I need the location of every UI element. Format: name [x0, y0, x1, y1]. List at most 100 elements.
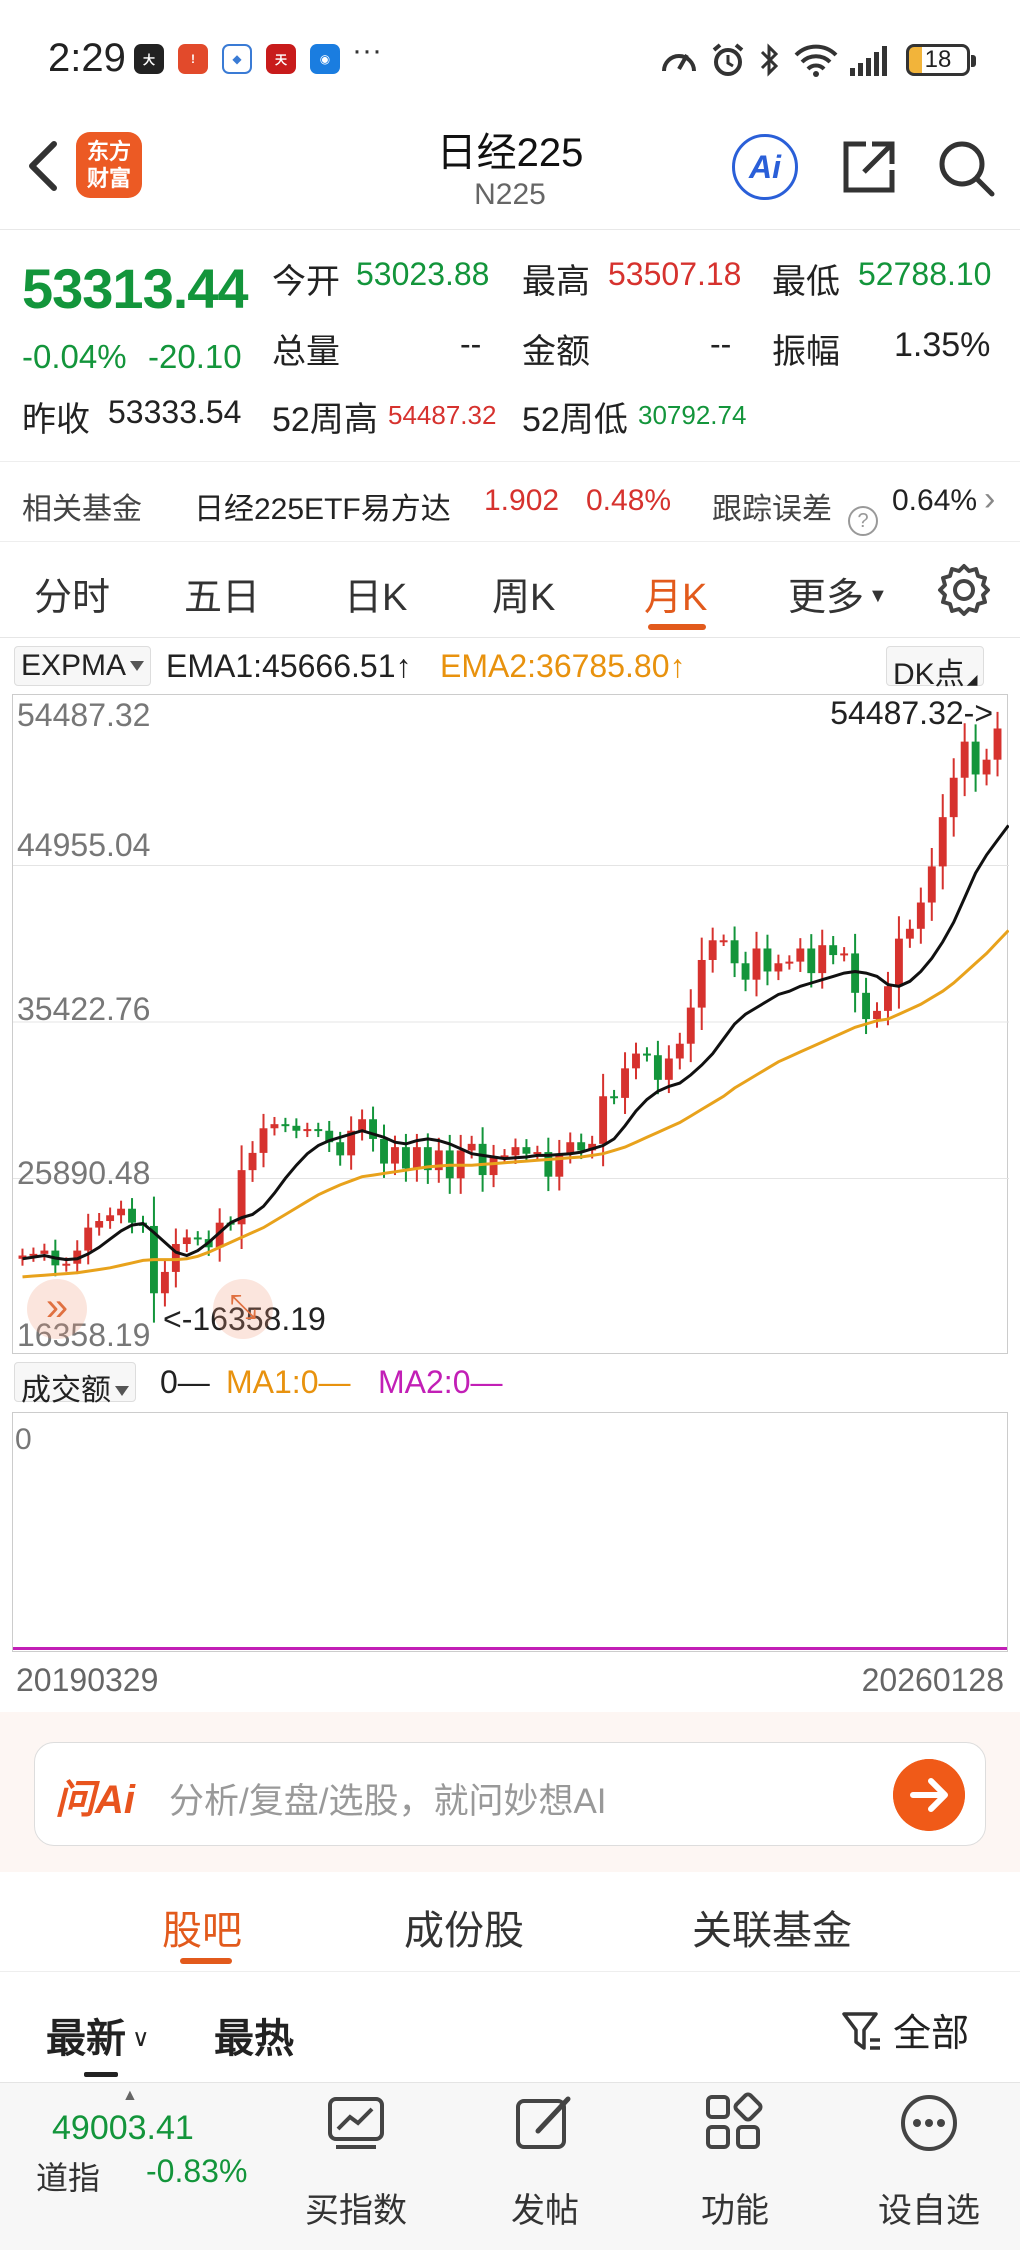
ema1-value: EMA1:45666.51↑	[166, 648, 412, 684]
candle-body	[719, 940, 728, 943]
amount-value: --	[710, 326, 732, 362]
related-fund-price: 1.902	[484, 484, 560, 517]
candle-body	[128, 1208, 136, 1223]
candle-body	[949, 777, 958, 818]
ai-assistant-band: 问Ai 分析/复盘/选股，就问妙想AI	[0, 1712, 1020, 1872]
high-value: 53507.18	[608, 256, 742, 292]
ai-placeholder: 分析/复盘/选股，就问妙想AI	[169, 1782, 607, 1821]
candle-body	[632, 1053, 640, 1069]
ai-query-input[interactable]: 问Ai 分析/复盘/选股，就问妙想AI	[34, 1742, 986, 1846]
index-name: 道指	[36, 2160, 101, 2196]
sort-hot[interactable]: 最热	[214, 2017, 294, 2061]
back-arrow-icon[interactable]	[20, 136, 70, 196]
filter-icon	[842, 2012, 880, 2050]
candle-body	[938, 817, 947, 867]
tab-more[interactable]: 更多 ▼	[788, 566, 888, 621]
end-date: 20260128	[861, 1662, 1004, 1698]
52w-high-value: 54487.32	[388, 400, 497, 430]
sort-latest[interactable]: 最新 ∨	[46, 2006, 150, 2064]
candle-body	[840, 953, 849, 956]
ema1-line	[22, 824, 1010, 1262]
share-icon[interactable]	[836, 134, 902, 200]
candle-body	[73, 1250, 82, 1264]
chevron-right-icon: ›	[984, 480, 996, 518]
search-icon[interactable]	[932, 134, 998, 200]
battery-icon: 18	[906, 44, 976, 76]
52w-low-label: 52周低	[522, 401, 628, 439]
post-button[interactable]: 发帖	[490, 2083, 600, 2250]
candle-body	[916, 902, 925, 929]
candle-body	[544, 1152, 553, 1177]
functions-button[interactable]: 功能	[680, 2083, 790, 2250]
up-caret-icon: ▲	[122, 2087, 138, 2104]
max-price-marker: 54487.32->	[830, 695, 993, 731]
tab-monthly-k[interactable]: 月K	[644, 577, 708, 619]
candle-body	[905, 928, 914, 939]
related-fund-row[interactable]: 相关基金 日经225ETF易方达 1.902 0.48% 跟踪误差 ? 0.64…	[0, 462, 1020, 542]
ai-button[interactable]: Ai	[732, 134, 798, 200]
candle-body	[599, 1096, 608, 1144]
wifi-icon	[794, 44, 838, 77]
candle-body	[588, 1143, 597, 1151]
candle-body	[84, 1227, 93, 1251]
dropdown-triangle-icon	[115, 1386, 129, 1396]
ai-logo: 问Ai	[55, 1778, 135, 1822]
candle-body	[423, 1147, 432, 1171]
candle-body	[708, 940, 717, 960]
related-fund-name[interactable]: 日经225ETF易方达	[194, 493, 451, 526]
post-label: 发帖	[511, 2192, 579, 2230]
candle-body	[401, 1147, 410, 1169]
tab-constituents[interactable]: 成份股	[404, 1909, 524, 1953]
chevron-down-icon: ∨	[132, 2025, 150, 2052]
filter-button[interactable]: 全部	[842, 2002, 969, 2057]
sort-row: 最新 ∨ 最热 全部	[0, 1972, 1020, 2082]
tab-forum[interactable]: 股吧	[162, 1909, 242, 1953]
tab-intraday[interactable]: 分时	[34, 577, 111, 619]
indicator-name: EXPMA	[21, 649, 127, 682]
more-circle-icon	[901, 2095, 957, 2151]
index-ticker[interactable]: ▲ 49003.41 道指 -0.83%	[0, 2083, 270, 2250]
candle-body	[18, 1255, 27, 1259]
indicator-dropdown[interactable]: EXPMA	[14, 646, 152, 686]
tab-weekly-k[interactable]: 周K	[492, 577, 556, 619]
volume-chart[interactable]: 0	[12, 1412, 1008, 1652]
candle-body	[927, 866, 936, 903]
tab-daily-k[interactable]: 日K	[344, 577, 408, 619]
dropdown-triangle-icon	[130, 661, 145, 671]
add-watchlist-button[interactable]: 设自选	[864, 2083, 994, 2250]
candle-body	[993, 728, 1002, 760]
fullscreen-icon[interactable]: ⤡	[213, 1279, 273, 1339]
candle-body	[270, 1124, 279, 1129]
candle-body	[380, 1138, 388, 1164]
gear-icon[interactable]	[936, 562, 992, 618]
tab-related-funds[interactable]: 关联基金	[692, 1909, 852, 1953]
candle-body	[193, 1237, 202, 1240]
volume-indicator-row: 成交额 0— MA1:0— MA2:0—	[0, 1360, 1020, 1407]
candle-body	[763, 948, 772, 972]
candle-body	[336, 1142, 345, 1156]
candle-body	[62, 1263, 71, 1266]
candle-body	[29, 1253, 38, 1256]
tab-five-day[interactable]: 五日	[184, 577, 261, 619]
bluetooth-icon	[760, 43, 779, 77]
sort-underline	[84, 2072, 118, 2077]
arrow-right-icon[interactable]	[893, 1759, 965, 1831]
kline-chart[interactable]: 54487.32 44955.04 35422.76 25890.48 1635…	[12, 694, 1010, 1354]
candle-body	[467, 1143, 476, 1151]
candle-body	[675, 1043, 684, 1059]
buy-index-button[interactable]: 买指数	[296, 2083, 416, 2250]
index-pct: -0.83%	[146, 2153, 248, 2189]
dk-point-button[interactable]: DK点 ◢	[886, 646, 985, 691]
candle-body	[511, 1147, 520, 1156]
start-date: 20190329	[16, 1662, 159, 1698]
candle-body	[960, 741, 969, 778]
app-logo: 东方 财富	[76, 132, 142, 198]
candle-body	[160, 1271, 169, 1294]
volume-indicator-dropdown[interactable]: 成交额	[14, 1362, 136, 1407]
page-title: 日经225	[436, 131, 584, 175]
expand-left-icon[interactable]: »	[27, 1279, 87, 1339]
candle-body	[884, 986, 892, 1011]
candle-body	[40, 1250, 49, 1254]
volume-zero-label: 0	[15, 1423, 32, 1456]
candle-body	[369, 1119, 377, 1139]
